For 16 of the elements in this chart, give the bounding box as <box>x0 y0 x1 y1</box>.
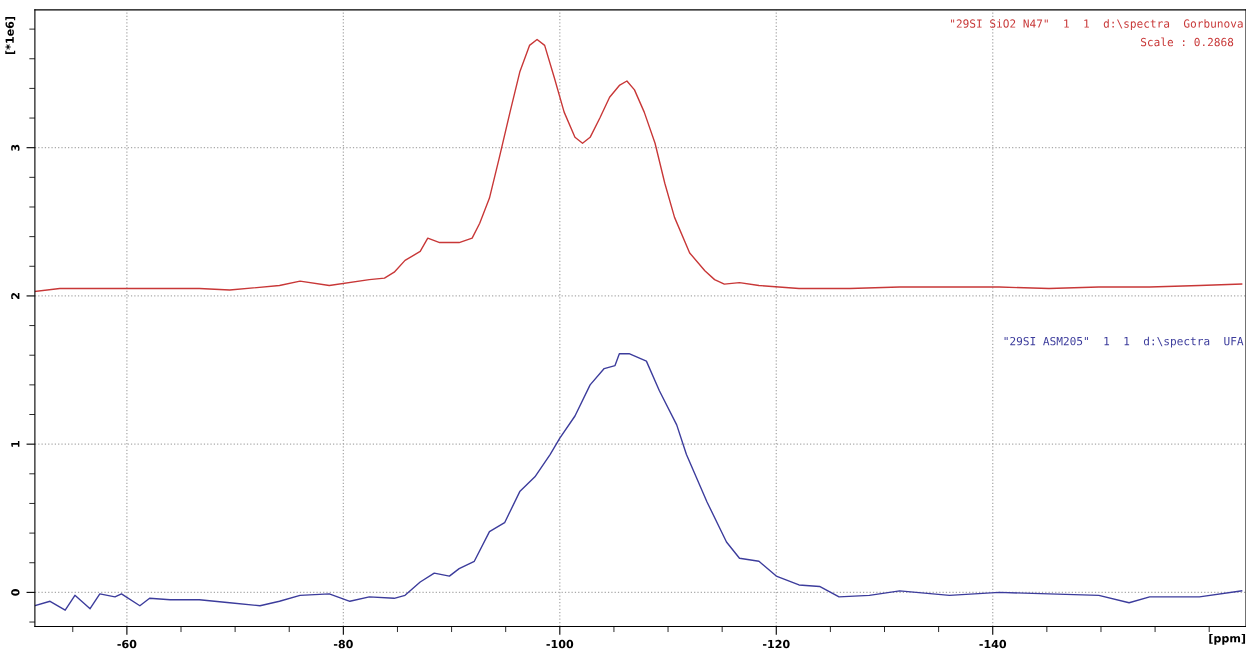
x-tick-label: -100 <box>546 639 574 649</box>
annotation: "29SI SiO2 N47" 1 1 d:\spectra Gorbunova <box>951 19 1243 30</box>
x-tick-label: -120 <box>762 639 790 649</box>
y-axis-title: [*1e6] <box>5 16 16 55</box>
annotation: "29SI ASM205" 1 1 d:\spectra UFA <box>1004 336 1244 348</box>
y-tick-label: 3 <box>11 144 20 151</box>
y-tick-label: 1 <box>11 441 20 447</box>
line-series <box>34 353 1243 611</box>
line-series <box>34 38 1243 293</box>
x-tick-label: -60 <box>117 639 137 649</box>
y-tick-label: 2 <box>11 293 20 299</box>
x-axis-title: [ppm] <box>1209 633 1246 645</box>
x-tick-label: -80 <box>333 639 353 649</box>
y-tick-label: 0 <box>11 589 20 596</box>
annotation: Scale : 0.2868 <box>1140 37 1234 47</box>
x-tick-label: -140 <box>979 639 1007 649</box>
